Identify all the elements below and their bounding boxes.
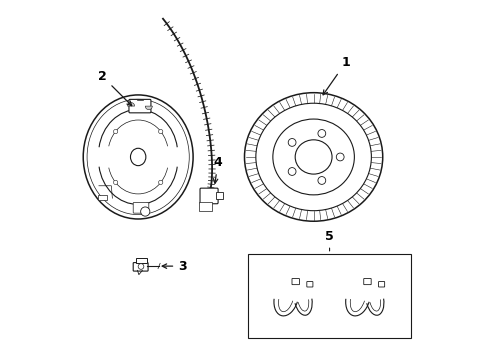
Circle shape bbox=[158, 129, 163, 134]
Circle shape bbox=[158, 180, 163, 185]
Text: 2: 2 bbox=[98, 70, 131, 105]
FancyBboxPatch shape bbox=[363, 279, 370, 285]
FancyBboxPatch shape bbox=[200, 188, 218, 204]
Bar bbox=[247, 255, 410, 338]
Circle shape bbox=[317, 130, 325, 138]
FancyBboxPatch shape bbox=[133, 203, 148, 213]
FancyBboxPatch shape bbox=[291, 279, 299, 285]
Ellipse shape bbox=[295, 140, 331, 174]
Circle shape bbox=[317, 176, 325, 184]
Ellipse shape bbox=[130, 148, 145, 166]
FancyBboxPatch shape bbox=[306, 282, 312, 287]
Circle shape bbox=[141, 207, 149, 216]
Circle shape bbox=[336, 153, 344, 161]
FancyBboxPatch shape bbox=[199, 202, 211, 211]
Circle shape bbox=[113, 129, 118, 134]
Bar bbox=[216, 192, 222, 199]
Ellipse shape bbox=[272, 119, 354, 195]
Bar bbox=[98, 195, 107, 200]
Wedge shape bbox=[145, 106, 152, 110]
Circle shape bbox=[138, 264, 143, 269]
Ellipse shape bbox=[83, 95, 193, 219]
Bar bbox=[136, 258, 146, 263]
Text: 5: 5 bbox=[325, 230, 333, 251]
FancyBboxPatch shape bbox=[133, 262, 148, 271]
Circle shape bbox=[287, 139, 295, 146]
Text: 4: 4 bbox=[213, 156, 222, 183]
FancyBboxPatch shape bbox=[129, 99, 151, 113]
Ellipse shape bbox=[255, 103, 370, 211]
Text: 1: 1 bbox=[323, 56, 349, 95]
Text: 3: 3 bbox=[162, 260, 186, 273]
Wedge shape bbox=[127, 103, 134, 106]
Ellipse shape bbox=[244, 93, 382, 221]
Circle shape bbox=[113, 180, 118, 185]
FancyBboxPatch shape bbox=[378, 282, 384, 287]
Circle shape bbox=[287, 168, 295, 175]
